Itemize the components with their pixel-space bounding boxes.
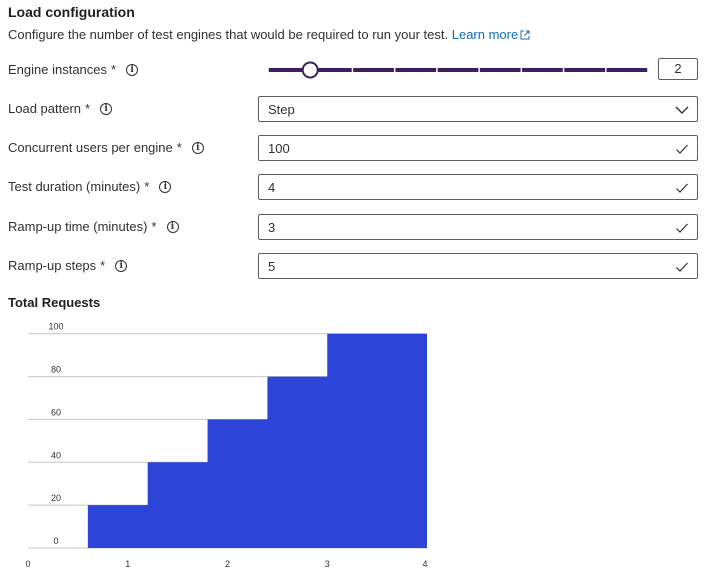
- checkmark-icon: [676, 262, 688, 272]
- test-duration-label: Test duration (minutes) * i: [8, 179, 172, 194]
- section-description: Configure the number of test engines tha…: [8, 27, 530, 42]
- load-pattern-text: Load pattern: [8, 101, 82, 116]
- info-icon[interactable]: i: [100, 102, 113, 115]
- required-marker: *: [176, 140, 182, 155]
- chart-title: Total Requests: [8, 295, 101, 310]
- concurrent-users-label: Concurrent users per engine * i: [8, 140, 204, 155]
- rampup-time-value: 3: [268, 219, 276, 235]
- rampup-steps-text: Ramp-up steps: [8, 258, 97, 273]
- concurrent-users-input[interactable]: 100: [258, 135, 698, 161]
- required-marker: *: [144, 179, 150, 194]
- y-tick-label: 40: [51, 450, 61, 460]
- info-icon[interactable]: i: [191, 141, 204, 154]
- load-pattern-label: Load pattern * i: [8, 101, 113, 116]
- rampup-time-text: Ramp-up time (minutes): [8, 219, 148, 234]
- chevron-down-icon: [675, 106, 689, 114]
- x-tick-label: 0: [25, 559, 30, 569]
- engine-instances-label: Engine instances * i: [8, 62, 139, 77]
- y-tick-label: 0: [53, 536, 58, 546]
- external-link-icon: [520, 30, 530, 40]
- info-icon[interactable]: i: [166, 220, 179, 233]
- required-marker: *: [151, 219, 157, 234]
- checkmark-icon: [676, 144, 688, 154]
- rampup-steps-label: Ramp-up steps * i: [8, 258, 128, 273]
- y-tick-label: 20: [51, 493, 61, 503]
- required-marker: *: [85, 101, 91, 116]
- info-icon[interactable]: i: [126, 63, 139, 76]
- y-tick-label: 60: [51, 407, 61, 417]
- info-icon[interactable]: i: [115, 259, 128, 272]
- rampup-steps-value: 5: [268, 258, 276, 274]
- x-tick-label: 3: [325, 559, 330, 569]
- checkmark-icon: [676, 183, 688, 193]
- section-title: Load configuration: [8, 4, 135, 20]
- load-pattern-dropdown[interactable]: Step: [258, 96, 698, 122]
- concurrent-users-text: Concurrent users per engine: [8, 140, 173, 155]
- test-duration-input[interactable]: 4: [258, 174, 698, 200]
- load-pattern-value: Step: [268, 101, 295, 117]
- area-series: [28, 333, 427, 548]
- test-duration-value: 4: [268, 179, 276, 195]
- engine-instances-input[interactable]: 2: [658, 58, 698, 80]
- test-duration-text: Test duration (minutes): [8, 179, 141, 194]
- rampup-steps-input[interactable]: 5: [258, 253, 698, 279]
- x-tick-label: 4: [422, 559, 427, 569]
- x-tick-label: 2: [225, 559, 230, 569]
- engine-instances-slider[interactable]: [268, 60, 648, 80]
- learn-more-link[interactable]: Learn more: [452, 27, 530, 42]
- rampup-time-label: Ramp-up time (minutes) * i: [8, 219, 179, 234]
- learn-more-label: Learn more: [451, 27, 519, 42]
- info-icon[interactable]: i: [159, 180, 172, 193]
- total-requests-chart: 0 20 40 60 80 100 0 1 2 3 4: [25, 322, 427, 569]
- x-tick-label: 1: [125, 559, 130, 569]
- y-tick-label: 80: [51, 365, 61, 375]
- y-tick-label: 100: [48, 322, 63, 332]
- rampup-time-input[interactable]: 3: [258, 214, 698, 240]
- concurrent-users-value: 100: [268, 140, 290, 156]
- slider-thumb[interactable]: [301, 61, 319, 79]
- required-marker: *: [100, 258, 106, 273]
- required-marker: *: [111, 62, 117, 77]
- engine-instances-text: Engine instances: [8, 62, 108, 77]
- description-text: Configure the number of test engines tha…: [8, 27, 449, 42]
- checkmark-icon: [676, 223, 688, 233]
